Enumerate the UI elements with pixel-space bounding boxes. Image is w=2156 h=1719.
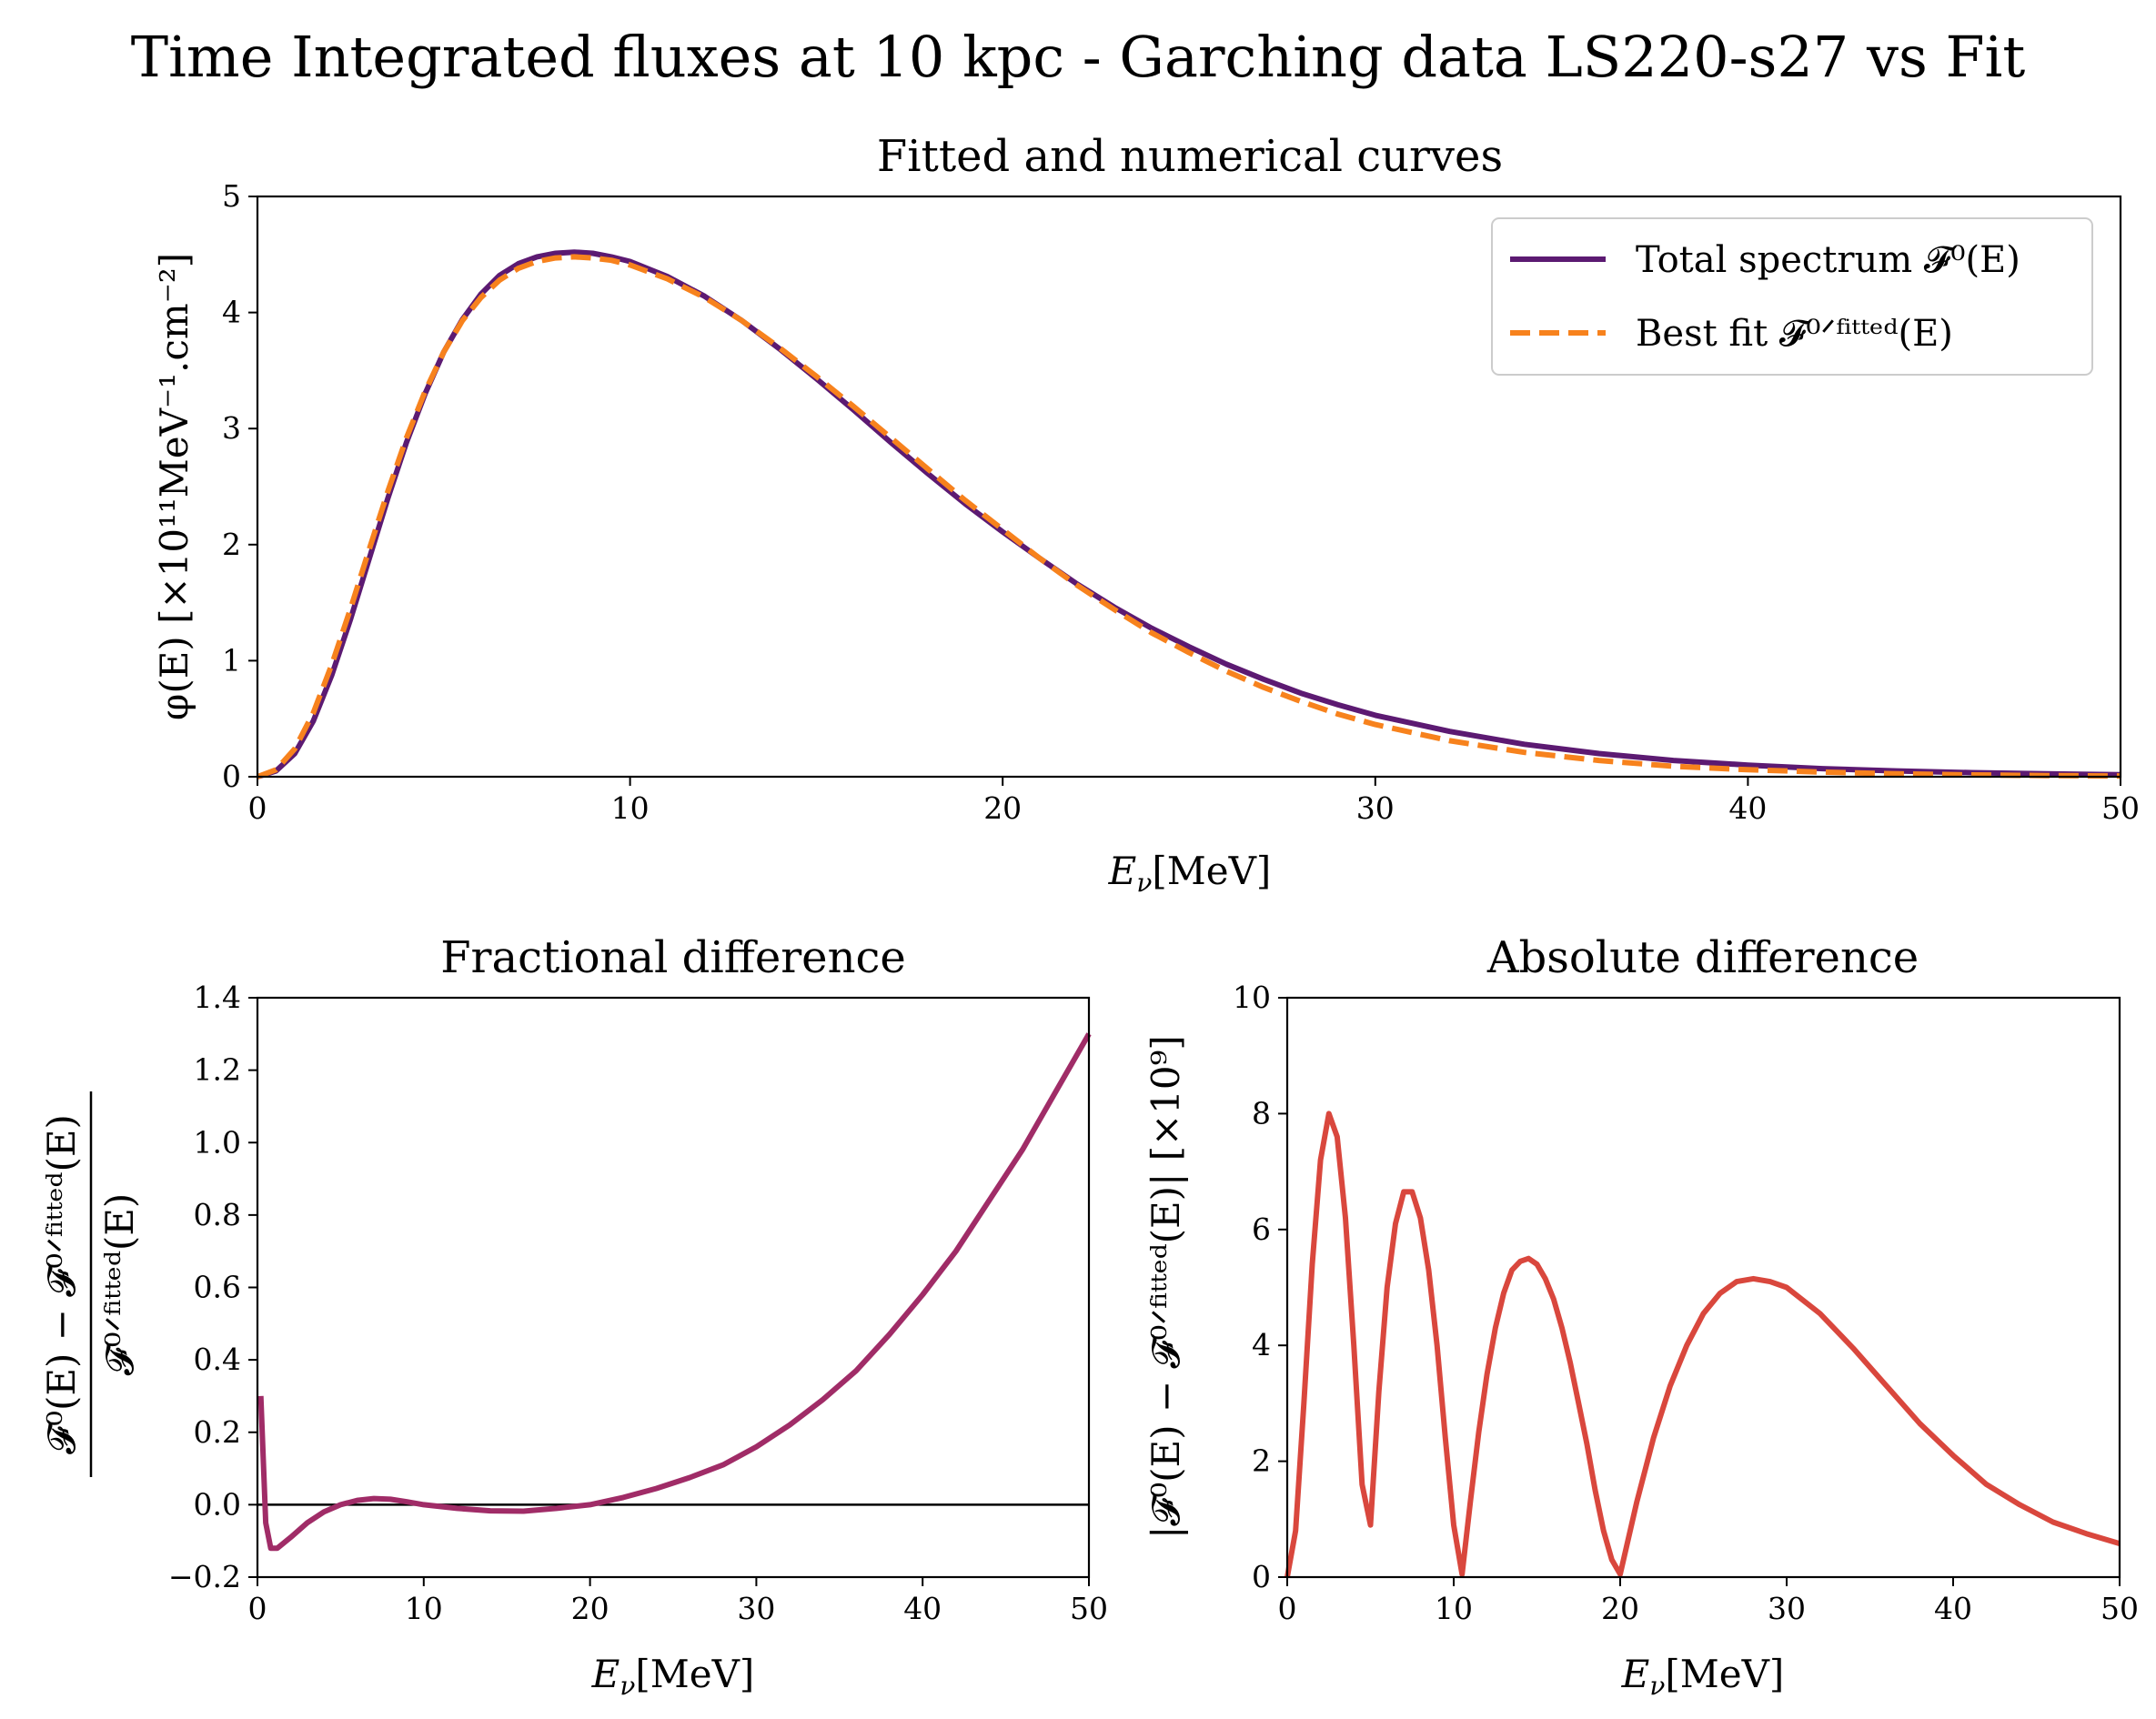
panel-fractional-xlabel: Eν[MeV] — [591, 1652, 755, 1701]
x-tick-label: 30 — [1356, 790, 1395, 826]
panel-fitted-xticks: 0 10 20 30 40 50 — [248, 777, 2140, 826]
panel-fitted-ylabel: φ(E) [×10¹¹MeV⁻¹.cm⁻²] — [152, 253, 196, 720]
panel-fractional-title: Fractional difference — [440, 932, 906, 983]
y-tick-label: 10 — [1233, 980, 1271, 1015]
fitted-series-1-line — [256, 254, 2121, 779]
x-tick-label: 20 — [571, 1591, 610, 1626]
panel-fitted-xlabel: Eν[MeV] — [1108, 849, 1272, 898]
x-tick-label: 40 — [903, 1591, 942, 1626]
legend-box — [1491, 217, 2093, 376]
x-tick-label: 20 — [983, 790, 1022, 826]
y-tick-label: 0.6 — [194, 1270, 241, 1305]
panel-fractional-plot — [257, 1032, 1092, 1552]
panel-absolute-title: Absolute difference — [1486, 932, 1919, 983]
legend-label-fit: Best fit 𝓕⁰ᐟᶠⁱᵗᵗᵉᵈ(E) — [1636, 313, 1953, 355]
x-tick-label: 50 — [1070, 1591, 1108, 1626]
fractional-series-0-line — [257, 1032, 1092, 1552]
panel-fractional-yticks: −0.2 0.0 0.2 0.4 0.6 0.8 1.0 1.2 1.4 — [168, 980, 257, 1594]
panel-fitted-title: Fitted and numerical curves — [877, 131, 1503, 182]
ylabel-numerator: 𝓕⁰(E) − 𝓕⁰ᐟᶠⁱᵗᵗᵉᵈ(E) — [39, 1114, 84, 1454]
legend-label-total: Total spectrum 𝓕⁰(E) — [1636, 239, 2020, 281]
x-tick-label: 30 — [737, 1591, 775, 1626]
y-tick-label: 5 — [222, 178, 241, 214]
figure-suptitle: Time Integrated fluxes at 10 kpc - Garch… — [131, 24, 2026, 90]
ylabel-denominator: 𝓕⁰ᐟᶠⁱᵗᵗᵉᵈ(E) — [97, 1193, 142, 1376]
panel-absolute-yticks: 0 2 4 6 8 10 — [1233, 980, 1287, 1594]
x-tick-label: 30 — [1768, 1591, 1806, 1626]
panel-absolute-frame — [1285, 996, 2121, 1579]
x-tick-label: 50 — [2101, 1591, 2139, 1626]
y-tick-label: 4 — [1252, 1327, 1271, 1362]
panel-fitted-plot — [256, 249, 2121, 779]
x-tick-label: 40 — [1728, 790, 1767, 826]
x-tick-label: 10 — [611, 790, 650, 826]
y-tick-label: 1.4 — [194, 980, 241, 1015]
y-tick-label: 1.2 — [194, 1052, 241, 1088]
panel-absolute-xlabel: Eν[MeV] — [1621, 1652, 1785, 1701]
x-tick-label: 10 — [405, 1591, 443, 1626]
panel-fitted-yticks: 0 1 2 3 4 5 — [222, 178, 257, 794]
x-tick-label: 40 — [1934, 1591, 1972, 1626]
absolute-series-0-line — [1285, 1111, 2121, 1578]
y-tick-label: 3 — [222, 410, 241, 446]
y-tick-label: 1.0 — [194, 1124, 241, 1160]
panel-fractional-xticks: 0 10 20 30 40 50 — [248, 1577, 1108, 1626]
y-tick-label: −0.2 — [168, 1559, 241, 1594]
panel-fitted-frame — [256, 195, 2122, 779]
panel-absolute: Absolute difference 0 10 20 30 40 50 0246810 … — [1143, 932, 2139, 1701]
panel-absolute-plot — [1285, 1111, 2121, 1578]
panel-fractional-ylabel: 𝓕⁰(E) − 𝓕⁰ᐟᶠⁱᵗᵗᵉᵈ(E) 𝓕⁰ᐟᶠⁱᵗᵗᵉᵈ(E) — [39, 1091, 142, 1477]
x-tick-label: 0 — [1278, 1591, 1297, 1626]
y-tick-label: 0 — [1252, 1559, 1271, 1594]
panel-absolute-xticks: 0 10 20 30 40 50 — [1278, 1577, 2139, 1626]
panel-fitted: Fitted and numerical curves 0 10 20 30 40 50 … — [152, 131, 2140, 898]
x-tick-label: 50 — [2101, 790, 2140, 826]
y-tick-label: 6 — [1252, 1211, 1271, 1247]
x-tick-label: 0 — [248, 1591, 267, 1626]
x-tick-label: 0 — [248, 790, 267, 826]
panel-fitted-legend: Total spectrum 𝓕⁰(E) Best fit 𝓕⁰ᐟᶠⁱᵗᵗᵉᵈ(… — [1491, 217, 2093, 376]
panel-fractional-frame — [256, 996, 1091, 1579]
x-tick-label: 10 — [1435, 1591, 1473, 1626]
y-tick-label: 0.2 — [194, 1414, 241, 1450]
y-tick-label: 0.8 — [194, 1197, 241, 1232]
x-tick-label: 20 — [1601, 1591, 1639, 1626]
panel-fractional: Fractional difference 0 10 20 30 40 50 −0.2 0.… — [39, 932, 1108, 1701]
y-tick-label: 8 — [1252, 1095, 1271, 1131]
y-tick-label: 4 — [222, 295, 241, 330]
y-tick-label: 2 — [1252, 1443, 1271, 1479]
panel-absolute-ylabel: |𝓕⁰(E) − 𝓕⁰ᐟᶠⁱᵗᵗᵉᵈ(E)| [×10⁹] — [1143, 1035, 1188, 1539]
y-tick-label: 0.0 — [194, 1486, 241, 1522]
y-tick-label: 2 — [222, 527, 241, 562]
y-tick-label: 1 — [222, 642, 241, 678]
y-tick-label: 0 — [222, 759, 241, 794]
y-tick-label: 0.4 — [194, 1342, 241, 1377]
